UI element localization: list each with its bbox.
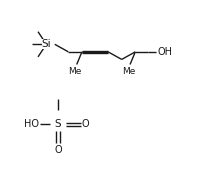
Text: S: S bbox=[54, 119, 61, 129]
Text: Si: Si bbox=[42, 39, 51, 49]
Text: Me: Me bbox=[68, 67, 82, 76]
Text: HO: HO bbox=[24, 119, 39, 129]
Text: Me: Me bbox=[122, 67, 135, 76]
Text: OH: OH bbox=[157, 47, 172, 57]
Text: O: O bbox=[82, 119, 89, 129]
Text: O: O bbox=[54, 145, 62, 155]
